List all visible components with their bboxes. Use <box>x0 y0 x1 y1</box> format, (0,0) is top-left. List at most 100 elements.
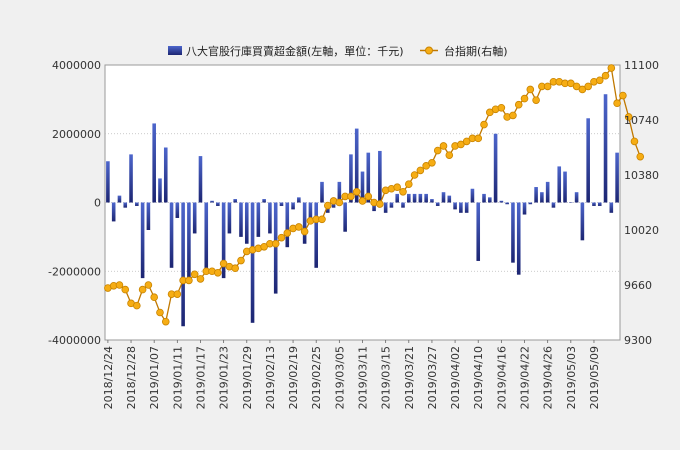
line-point <box>144 281 153 289</box>
bar <box>221 202 226 279</box>
bar <box>557 166 562 203</box>
bar <box>169 202 174 268</box>
x-tick-label: 2018/12/24 <box>102 346 115 409</box>
line-point <box>462 137 471 146</box>
line-point <box>428 158 436 167</box>
right-axis: 11100 10740 10380 10020 9660 9300 <box>624 59 659 347</box>
line-point <box>358 197 367 205</box>
bar <box>569 202 573 203</box>
line-point <box>486 108 494 117</box>
bar <box>262 199 266 203</box>
left-axis: 4000000 2000000 0 -2000000 -4000000 <box>48 59 101 347</box>
right-tick-label: 10380 <box>624 169 659 182</box>
right-tick-label: 11100 <box>624 59 659 72</box>
line-point <box>237 256 245 265</box>
bar <box>511 202 515 263</box>
x-tick-label: 2019/02/25 <box>310 346 323 409</box>
bar <box>181 202 185 327</box>
bar <box>123 202 128 208</box>
bar <box>597 202 602 206</box>
bar <box>586 118 590 203</box>
bar <box>343 202 347 232</box>
line-point <box>161 317 170 326</box>
line-point <box>497 103 506 112</box>
line-point <box>532 96 540 104</box>
x-tick-label: 2019/04/10 <box>472 346 485 409</box>
line-point <box>457 140 465 149</box>
x-tick-label: 2019/03/27 <box>426 346 439 409</box>
bar <box>175 202 180 218</box>
line-point <box>323 201 332 210</box>
bar <box>106 161 110 203</box>
line-point <box>115 281 124 289</box>
line-point <box>260 243 268 251</box>
line-point <box>196 275 205 283</box>
line-point <box>133 301 141 310</box>
bar <box>360 171 365 203</box>
bar <box>615 152 619 203</box>
bar <box>216 202 220 206</box>
bar <box>291 202 295 210</box>
bar <box>129 154 133 203</box>
x-tick-label: 2019/01/23 <box>218 346 231 409</box>
line-point <box>364 192 373 201</box>
bar <box>424 193 428 203</box>
bar <box>302 202 307 244</box>
bar <box>563 171 567 203</box>
x-tick-label: 2019/03/21 <box>403 346 416 409</box>
bar <box>441 192 446 203</box>
bar <box>244 202 249 244</box>
line-point <box>584 82 592 91</box>
line-point <box>318 215 326 224</box>
bar <box>482 193 486 203</box>
bar <box>499 200 504 203</box>
line-point <box>572 82 581 91</box>
bar <box>146 202 151 230</box>
line-point <box>295 223 303 231</box>
bar <box>135 202 139 206</box>
legend: 八大官股行庫買賣超金額(左軸，單位：千元) 台指期(右軸) <box>168 44 508 58</box>
x-tick-label: 2019/01/17 <box>194 346 207 409</box>
bar <box>540 192 544 203</box>
right-tick-label: 10020 <box>624 224 659 237</box>
line-point <box>283 229 292 237</box>
x-tick-label: 2019/02/19 <box>287 346 300 409</box>
x-tick-label: 2019/04/22 <box>519 346 532 409</box>
x-tick-label: 2019/03/15 <box>380 346 393 409</box>
line-point <box>514 100 523 109</box>
bar <box>314 202 319 268</box>
bar <box>152 123 156 203</box>
bar <box>204 202 209 270</box>
bar <box>528 202 533 205</box>
line-point <box>410 171 419 179</box>
line-point <box>636 152 645 161</box>
line-point <box>422 162 430 170</box>
left-tick-label: -4000000 <box>48 334 101 347</box>
line-point <box>613 99 621 107</box>
x-tick-label: 2019/03/05 <box>333 346 346 409</box>
bar <box>418 193 423 203</box>
x-tick-label: 2019/03/11 <box>357 346 370 409</box>
bar <box>372 202 376 212</box>
x-tick-label: 2019/05/03 <box>565 346 578 409</box>
bar <box>580 202 585 241</box>
left-tick-label: 2000000 <box>52 128 101 141</box>
bar <box>592 202 596 206</box>
grid-lines <box>105 133 620 272</box>
right-tick-label: 9660 <box>624 279 652 292</box>
right-tick-label: 9300 <box>624 334 652 347</box>
bar <box>366 152 371 203</box>
bar <box>574 192 579 203</box>
line-point <box>607 64 616 72</box>
x-tick-label: 2018/12/28 <box>125 346 138 409</box>
right-tick-label: 10740 <box>624 114 659 127</box>
bar <box>297 197 301 203</box>
line-point <box>347 192 355 201</box>
line-point <box>214 268 222 277</box>
line-point <box>526 85 535 94</box>
bar <box>430 199 434 203</box>
bar <box>158 178 162 203</box>
x-tick-label: 2019/05/09 <box>588 346 601 409</box>
bar <box>609 202 614 213</box>
